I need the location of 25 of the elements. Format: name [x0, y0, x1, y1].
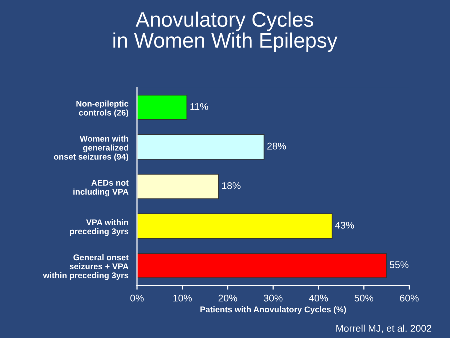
- y-tick-label: Women with generalized onset seizures (94): [54, 136, 129, 162]
- data-label: 55%: [390, 262, 409, 268]
- bar: [137, 174, 220, 200]
- bar: [137, 134, 265, 160]
- y-tick-label: General onset seizures + VPA within preceding 3yrs: [43, 254, 129, 280]
- bar: [137, 253, 388, 279]
- x-tick-label: 20%: [218, 294, 238, 302]
- data-label: 28%: [268, 142, 286, 150]
- y-tick-label: VPA within preceding 3yrs: [70, 219, 129, 236]
- y-tick-label: Non-epileptic controls (26): [76, 100, 129, 118]
- x-axis-title: Patients with Anovulatory Cycles (%): [200, 306, 346, 314]
- x-tick-label: 10%: [174, 294, 192, 302]
- data-label: 11%: [190, 103, 208, 110]
- data-label: 43%: [335, 222, 354, 229]
- data-label: 18%: [222, 182, 241, 190]
- bar: [137, 94, 188, 120]
- x-tick-label: 50%: [354, 294, 374, 302]
- x-tick-label: 0%: [130, 294, 144, 302]
- x-tick-label: 40%: [309, 294, 328, 302]
- bar: [137, 214, 333, 239]
- x-tick-label: 60%: [400, 294, 419, 302]
- chart-title: Anovulatory Cycles in Women With Epilepsy: [114, 12, 338, 52]
- text: Morrell MJ, et al. 2002: [336, 324, 432, 334]
- x-tick-label: 30%: [264, 294, 283, 302]
- y-tick-label: AEDs not including VPA: [74, 180, 129, 197]
